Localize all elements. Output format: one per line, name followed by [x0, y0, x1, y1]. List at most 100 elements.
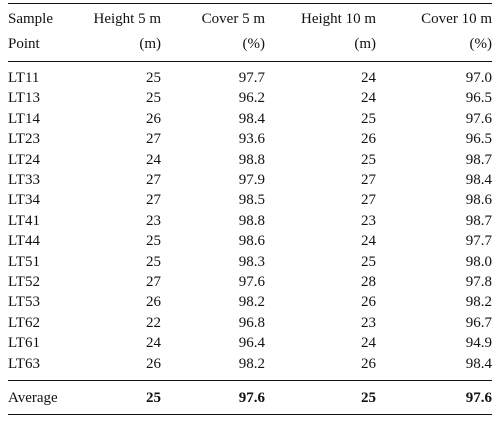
cell-height-5m: 27 — [146, 192, 161, 209]
cell-sample-point: LT33 — [8, 172, 40, 189]
cell-cover-5m: 98.3 — [238, 253, 265, 270]
header-cover-5m: Cover 5 m (%) — [161, 3, 266, 62]
cell-cover-10m: 98.7 — [465, 212, 492, 229]
cell-cover-10m: 96.5 — [465, 131, 492, 148]
header-line-1: Height 10 m — [301, 11, 376, 27]
average-cover-10m: 97.6 — [376, 380, 492, 415]
header-line-1: Cover 5 m — [201, 11, 265, 27]
cell-sample-point: LT41 — [8, 212, 40, 229]
table-row: LT52 27 97.6 28 97.8 — [8, 272, 492, 292]
cell-height-10m: 27 — [361, 172, 376, 189]
table-row: LT51 25 98.3 25 98.0 — [8, 252, 492, 272]
cell-cover-10m: 96.5 — [465, 90, 492, 107]
cell-height-5m: 25 — [146, 90, 161, 107]
table-row: LT33 27 97.9 27 98.4 — [8, 170, 492, 190]
table-row: LT44 25 98.6 24 97.7 — [8, 231, 492, 251]
cell-height-10m: 25 — [361, 151, 376, 168]
table-row: LT41 23 98.8 23 98.7 — [8, 211, 492, 231]
header-line-1: Height 5 m — [93, 11, 162, 27]
header-line-2: Point — [8, 36, 40, 52]
cell-sample-point: LT13 — [8, 90, 40, 107]
cell-height-10m: 24 — [361, 70, 376, 86]
cell-sample-point: LT14 — [8, 110, 40, 127]
cell-cover-5m: 98.2 — [238, 294, 265, 311]
cell-height-10m: 26 — [361, 294, 376, 311]
cell-height-5m: 26 — [146, 110, 161, 127]
cell-height-10m: 27 — [361, 192, 376, 209]
table-row: LT63 26 98.2 26 98.4 — [8, 354, 492, 381]
header-row: Sample Point Height 5 m (m) Cover 5 m (%… — [8, 3, 493, 62]
table-row: LT11 25 97.7 24 97.0 — [8, 62, 492, 89]
header-height-10m: Height 10 m (m) — [265, 3, 376, 62]
cell-cover-5m: 98.5 — [238, 192, 265, 209]
cell-height-10m: 25 — [361, 253, 376, 270]
cell-cover-5m: 97.7 — [238, 70, 265, 86]
header-line-1: Cover 10 m — [421, 11, 492, 27]
average-cover-5m: 97.6 — [161, 380, 265, 415]
cell-height-10m: 24 — [361, 90, 376, 107]
cell-cover-10m: 94.9 — [465, 335, 492, 352]
average-height-5m: 25 — [86, 380, 161, 415]
header-line-2: (%) — [242, 36, 266, 52]
cell-height-10m: 26 — [361, 355, 376, 372]
cell-height-5m: 25 — [146, 253, 161, 270]
header-line-2: (m) — [354, 36, 376, 52]
cell-cover-5m: 97.9 — [238, 172, 265, 189]
table-row: LT34 27 98.5 27 98.6 — [8, 190, 492, 210]
cell-sample-point: LT51 — [8, 253, 40, 270]
average-height-10m: 25 — [265, 380, 376, 415]
header-line-2: (%) — [469, 36, 493, 52]
cell-sample-point: LT34 — [8, 192, 40, 209]
cell-height-5m: 27 — [146, 172, 161, 189]
header-line-1: Sample — [8, 11, 53, 27]
header-height-5m: Height 5 m (m) — [86, 3, 162, 62]
cell-height-10m: 28 — [361, 274, 376, 291]
cell-cover-5m: 96.4 — [238, 335, 265, 352]
table-row: LT14 26 98.4 25 97.6 — [8, 109, 492, 129]
table-row: LT53 26 98.2 26 98.2 — [8, 292, 492, 312]
cell-cover-5m: 98.4 — [238, 110, 265, 127]
cell-sample-point: LT62 — [8, 314, 40, 331]
cell-cover-10m: 97.0 — [465, 70, 492, 86]
cell-cover-10m: 97.8 — [465, 274, 492, 291]
cell-height-10m: 23 — [361, 314, 376, 331]
cell-height-5m: 23 — [146, 212, 161, 229]
cell-cover-5m: 98.8 — [238, 151, 265, 168]
cell-sample-point: LT52 — [8, 274, 40, 291]
cell-cover-5m: 98.8 — [238, 212, 265, 229]
cell-height-10m: 24 — [361, 233, 376, 250]
cell-cover-10m: 97.7 — [465, 233, 492, 250]
cell-cover-10m: 98.6 — [465, 192, 492, 209]
cell-cover-5m: 93.6 — [238, 131, 265, 148]
cell-cover-5m: 97.6 — [238, 274, 265, 291]
data-table: Sample Point Height 5 m (m) Cover 5 m (%… — [8, 3, 492, 415]
cell-height-5m: 25 — [146, 70, 161, 86]
header-cover-10m: Cover 10 m (%) — [376, 3, 493, 62]
cell-sample-point: LT23 — [8, 131, 40, 148]
cell-height-5m: 27 — [146, 274, 161, 291]
cell-cover-5m: 96.8 — [238, 314, 265, 331]
cell-height-5m: 25 — [146, 233, 161, 250]
cell-height-10m: 25 — [361, 110, 376, 127]
cell-cover-10m: 98.2 — [465, 294, 492, 311]
cell-height-10m: 23 — [361, 212, 376, 229]
cell-sample-point: LT61 — [8, 335, 40, 352]
cell-sample-point: LT44 — [8, 233, 40, 250]
cell-height-5m: 26 — [146, 355, 161, 372]
cell-sample-point: LT11 — [8, 70, 40, 86]
header-sample-point: Sample Point — [8, 3, 86, 62]
cell-sample-point: LT24 — [8, 151, 40, 168]
table-body: LT11 25 97.7 24 97.0 LT13 25 96.2 24 96.5 LT14 26 98… — [8, 62, 492, 381]
table-row: LT61 24 96.4 24 94.9 — [8, 333, 492, 353]
table-row: LT62 22 96.8 23 96.7 — [8, 313, 492, 333]
cell-height-5m: 24 — [146, 335, 161, 352]
cell-cover-10m: 96.7 — [465, 314, 492, 331]
table-row: LT24 24 98.8 25 98.7 — [8, 150, 492, 170]
cell-height-10m: 26 — [361, 131, 376, 148]
cell-cover-10m: 98.0 — [465, 253, 492, 270]
average-label: Average — [8, 380, 86, 415]
cell-cover-10m: 97.6 — [465, 110, 492, 127]
cell-cover-5m: 98.6 — [238, 233, 265, 250]
cell-height-5m: 26 — [146, 294, 161, 311]
